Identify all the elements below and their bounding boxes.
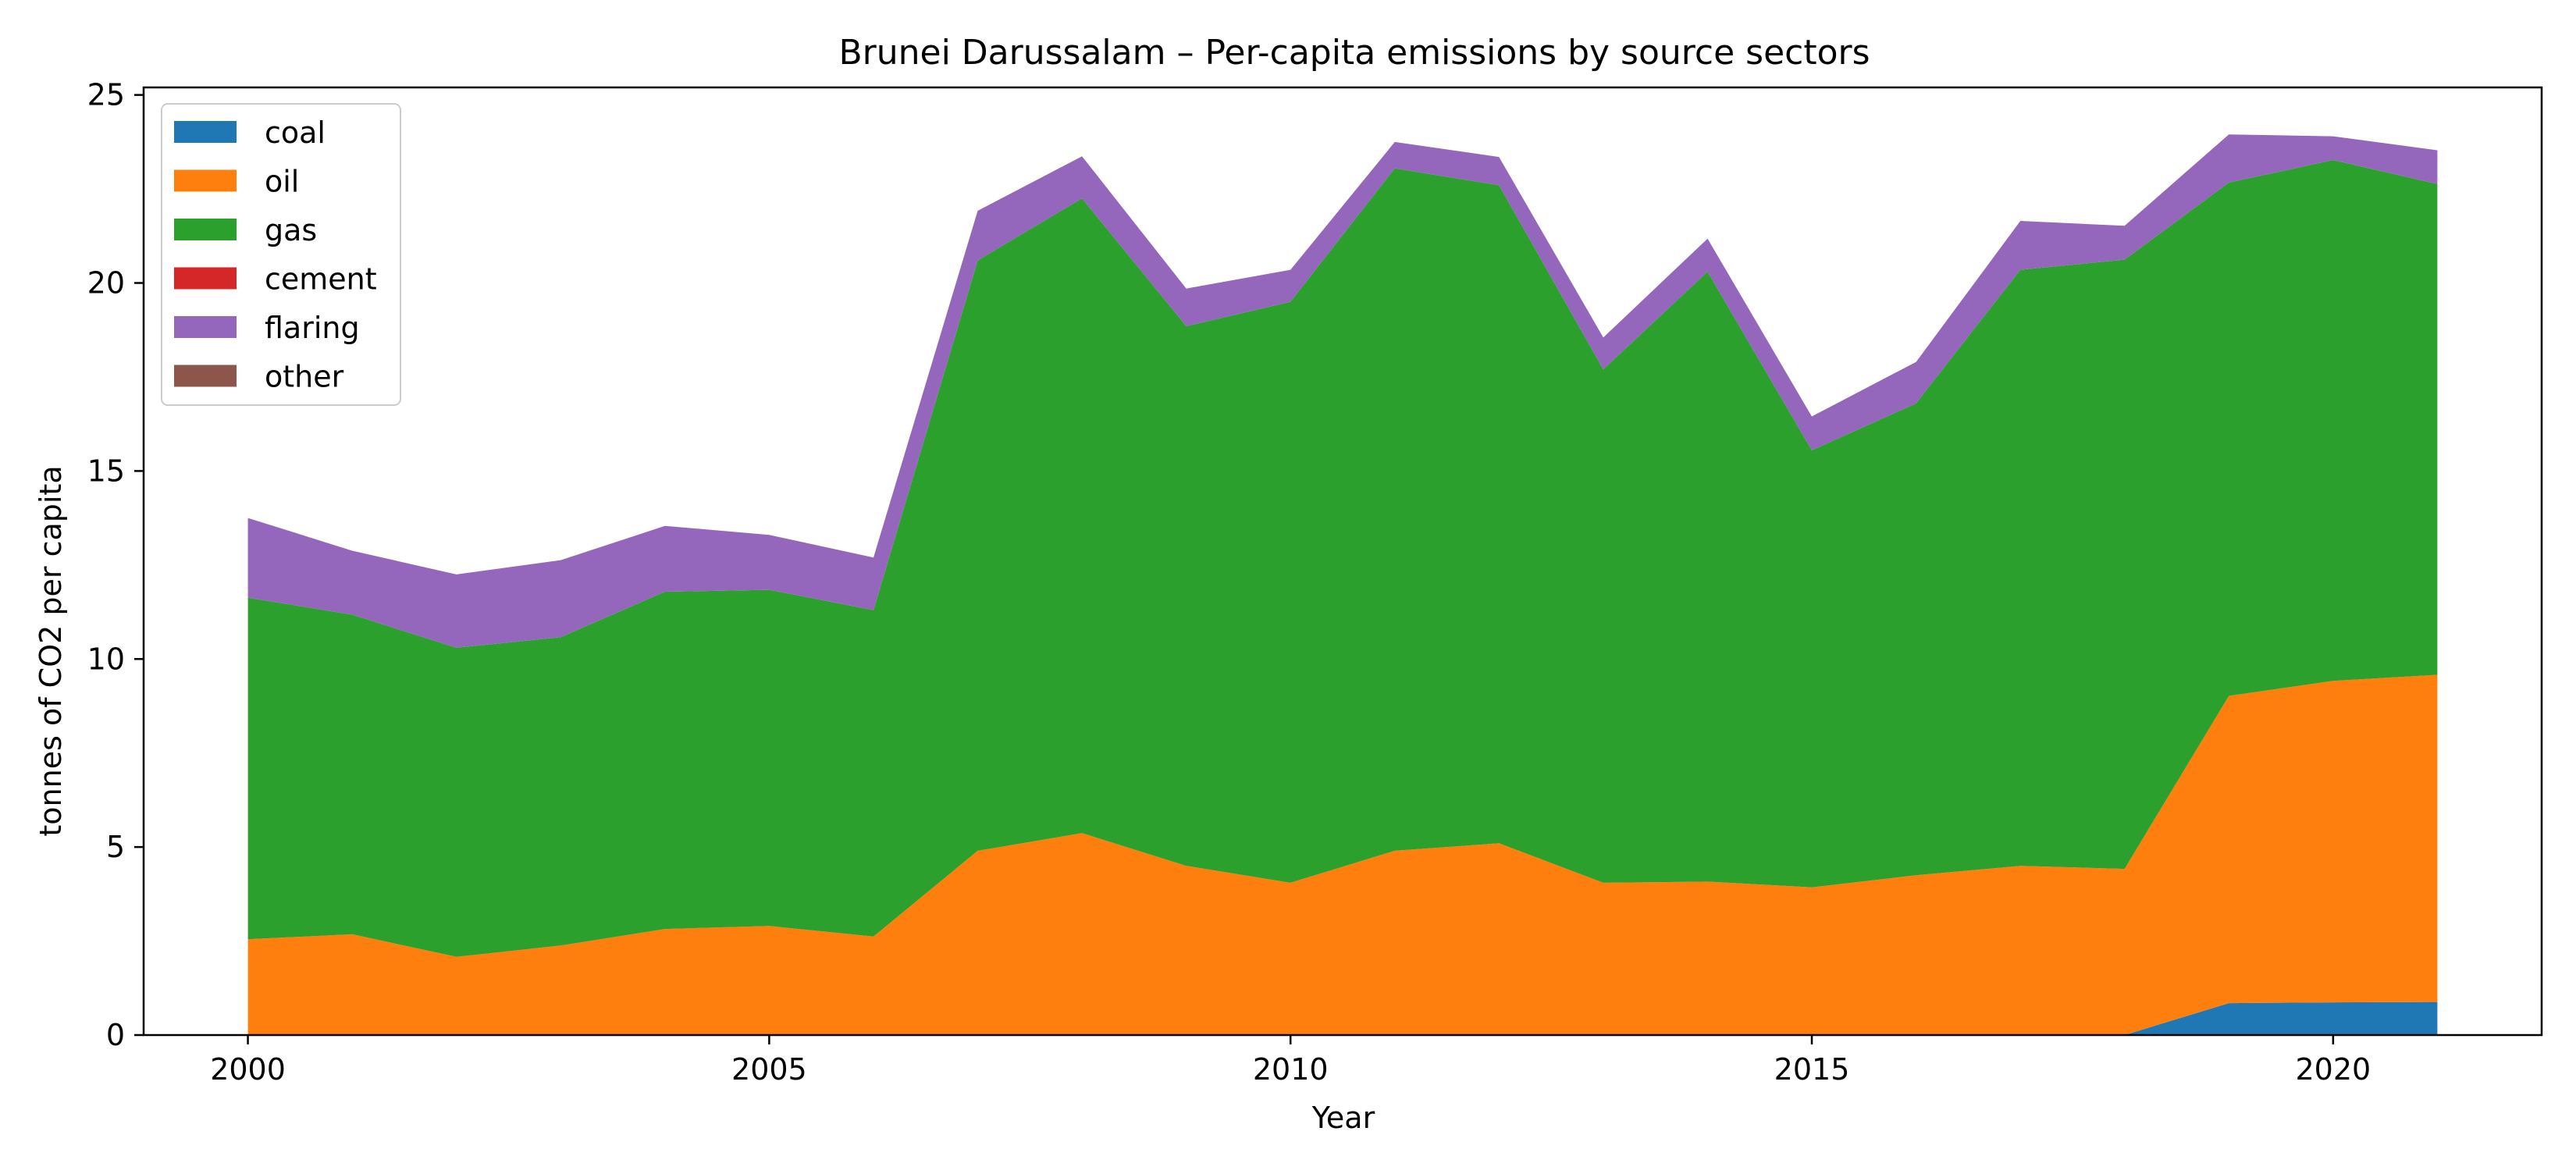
y-axis-label: tonnes of CO2 per capita bbox=[34, 465, 68, 836]
y-tick-label: 10 bbox=[87, 642, 125, 676]
plot-frame bbox=[142, 86, 2543, 1037]
legend-swatch-gas bbox=[174, 219, 237, 240]
legend-swatch-oil bbox=[174, 169, 237, 192]
area-gas bbox=[247, 160, 2438, 957]
x-tick-label: 2020 bbox=[2296, 1052, 2371, 1087]
chart-title: Brunei Darussalam – Per-capita emissions… bbox=[838, 33, 1870, 73]
x-axis-label: Year bbox=[1311, 1101, 1375, 1135]
legend-label-cement: cement bbox=[265, 262, 377, 297]
y-tick-label: 25 bbox=[87, 78, 125, 112]
legend-swatch-cement bbox=[174, 267, 237, 290]
legend-label-coal: coal bbox=[265, 116, 326, 150]
legend: coal oil gas cement flaring other bbox=[161, 103, 401, 406]
y-tick-label: 0 bbox=[106, 1018, 125, 1052]
legend-swatch-coal bbox=[174, 121, 237, 143]
legend-label-gas: gas bbox=[265, 213, 317, 247]
legend-label-oil: oil bbox=[265, 165, 299, 199]
legend-label-other: other bbox=[265, 360, 344, 394]
legend-label-flaring: flaring bbox=[265, 311, 360, 345]
y-tick-label: 15 bbox=[87, 454, 125, 488]
area-coal bbox=[247, 1001, 2438, 1035]
x-tick-label: 2005 bbox=[731, 1052, 807, 1087]
area-oil bbox=[247, 674, 2438, 1035]
axes: 2000 2005 2010 2015 2020 0 5 10 15 20 25 bbox=[87, 78, 2543, 1087]
legend-swatch-other bbox=[174, 365, 237, 387]
x-tick-label: 2000 bbox=[210, 1052, 286, 1087]
stacked-areas bbox=[247, 134, 2438, 1035]
legend-swatch-flaring bbox=[174, 316, 237, 338]
area-flaring bbox=[247, 134, 2438, 648]
y-tick-label: 5 bbox=[106, 830, 125, 864]
x-tick-label: 2015 bbox=[1774, 1052, 1850, 1087]
x-tick-label: 2010 bbox=[1253, 1052, 1329, 1087]
y-tick-label: 20 bbox=[87, 266, 125, 301]
